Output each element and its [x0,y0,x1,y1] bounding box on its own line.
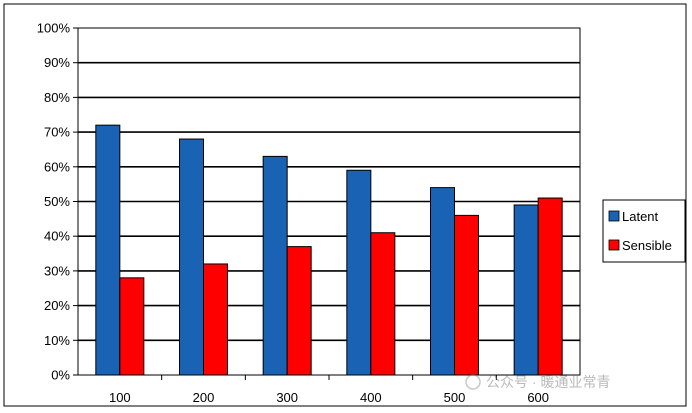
x-tick-label: 200 [193,390,215,405]
bar-latent-200 [179,138,204,376]
bar-sensible-600 [537,197,563,376]
y-tick-label: 30% [44,263,70,278]
bar-sensible-500 [454,214,479,376]
y-tick-label: 40% [44,229,70,244]
bar-latent-100 [95,124,121,376]
legend-swatch-latent [608,210,620,222]
legend-label-latent: Latent [622,209,659,224]
y-tick-label: 100% [37,21,71,36]
watermark: 公众号 · 暖通业常青 [465,374,610,390]
y-tick-label: 10% [44,333,70,348]
x-axis-ticks: 100 200 300 400 500 600 [109,375,549,405]
legend: Latent Sensible [602,199,686,263]
y-axis-ticks: 0% 10% 20% 30% 40% 50% 60% 70% 80% 90% 100% [37,21,78,383]
legend-box [602,199,686,263]
watermark-logo-icon [465,374,481,390]
bar-sensible-400 [370,232,396,376]
y-tick-label: 50% [44,194,70,209]
y-tick-label: 0% [51,368,70,383]
gridlines [78,61,580,342]
bar-sensible-100 [119,277,145,376]
bar-latent-500 [430,187,455,376]
bar-latent-300 [262,155,288,376]
legend-label-sensible: Sensible [622,238,672,253]
x-tick-label: 500 [444,390,466,405]
x-tick-label: 100 [109,390,131,405]
y-tick-label: 60% [44,159,70,174]
watermark-text: 公众号 · 暖通业常青 [486,374,610,390]
bars [95,124,563,376]
bar-sensible-200 [203,263,228,376]
x-tick-label: 400 [360,390,382,405]
x-tick-label: 300 [276,390,298,405]
bar-latent-600 [513,204,539,376]
y-tick-label: 90% [44,55,70,70]
legend-swatch-sensible [608,239,620,251]
y-tick-label: 70% [44,125,70,140]
x-tick-label: 600 [527,390,549,405]
y-tick-label: 20% [44,298,70,313]
y-tick-label: 80% [44,90,70,105]
bar-sensible-300 [286,246,312,376]
bar-latent-400 [346,169,372,376]
